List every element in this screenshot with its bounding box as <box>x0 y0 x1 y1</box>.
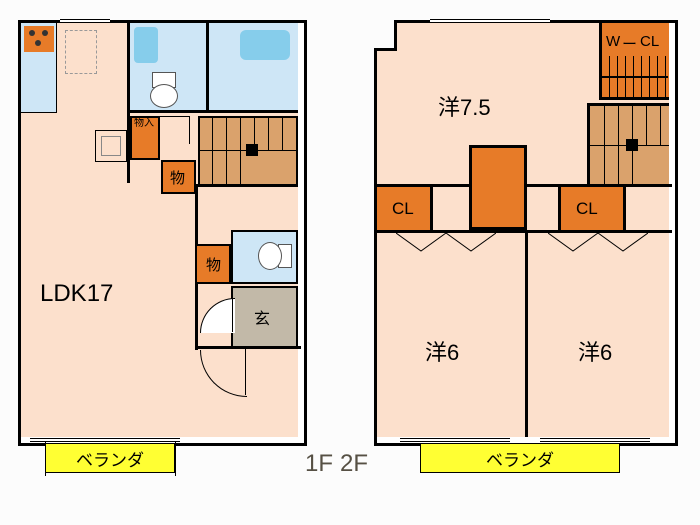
f2-label: 2F <box>340 450 368 478</box>
f1-closet-2-label: 物 <box>170 167 185 188</box>
toilet-icon <box>148 72 178 106</box>
f1-ldk-label: LDK17 <box>40 280 113 308</box>
f2-balcony-label: ベランダ <box>486 446 554 471</box>
f1-wall-h2 <box>196 184 298 187</box>
f2-hallway <box>626 187 669 230</box>
f2-cutout <box>374 20 397 51</box>
f1-closet-3-label: 物 <box>206 254 221 275</box>
toilet2-icon <box>258 240 292 270</box>
f2-cl-left-label: CL <box>392 199 414 219</box>
f2-wall-v-mid <box>525 233 528 437</box>
closet-door-icon <box>396 233 496 255</box>
stove-icon <box>24 26 54 52</box>
floorplan-canvas: 物入 物 物 玄 LDK17 ベランダ 1F <box>0 0 700 525</box>
f2-cl-mid <box>469 145 527 230</box>
f2-cl-right-label: CL <box>576 199 598 219</box>
bath-icon <box>134 27 158 63</box>
appliance-square <box>95 130 127 162</box>
closet-door-icon-2 <box>548 233 648 255</box>
hatch-icon <box>601 56 668 98</box>
f1-entry-label: 玄 <box>254 305 270 329</box>
fridge-outline-icon <box>65 30 97 74</box>
f2-wcl-label-w: W <box>606 33 620 50</box>
bathtub-icon <box>240 30 290 60</box>
f1-balcony-label: ベランダ <box>76 446 144 471</box>
f1-balcony: ベランダ <box>45 443 175 473</box>
f2-room75-label: 洋7.5 <box>438 90 491 122</box>
f2-wcl-label-cl: CL <box>640 33 659 50</box>
f2-room6a-label: 洋6 <box>425 335 459 367</box>
f2-balcony: ベランダ <box>420 443 620 473</box>
f1-label: 1F <box>305 450 333 478</box>
f1-closet-1-label: 物入 <box>134 118 146 129</box>
f2-room6b-label: 洋6 <box>578 335 612 367</box>
